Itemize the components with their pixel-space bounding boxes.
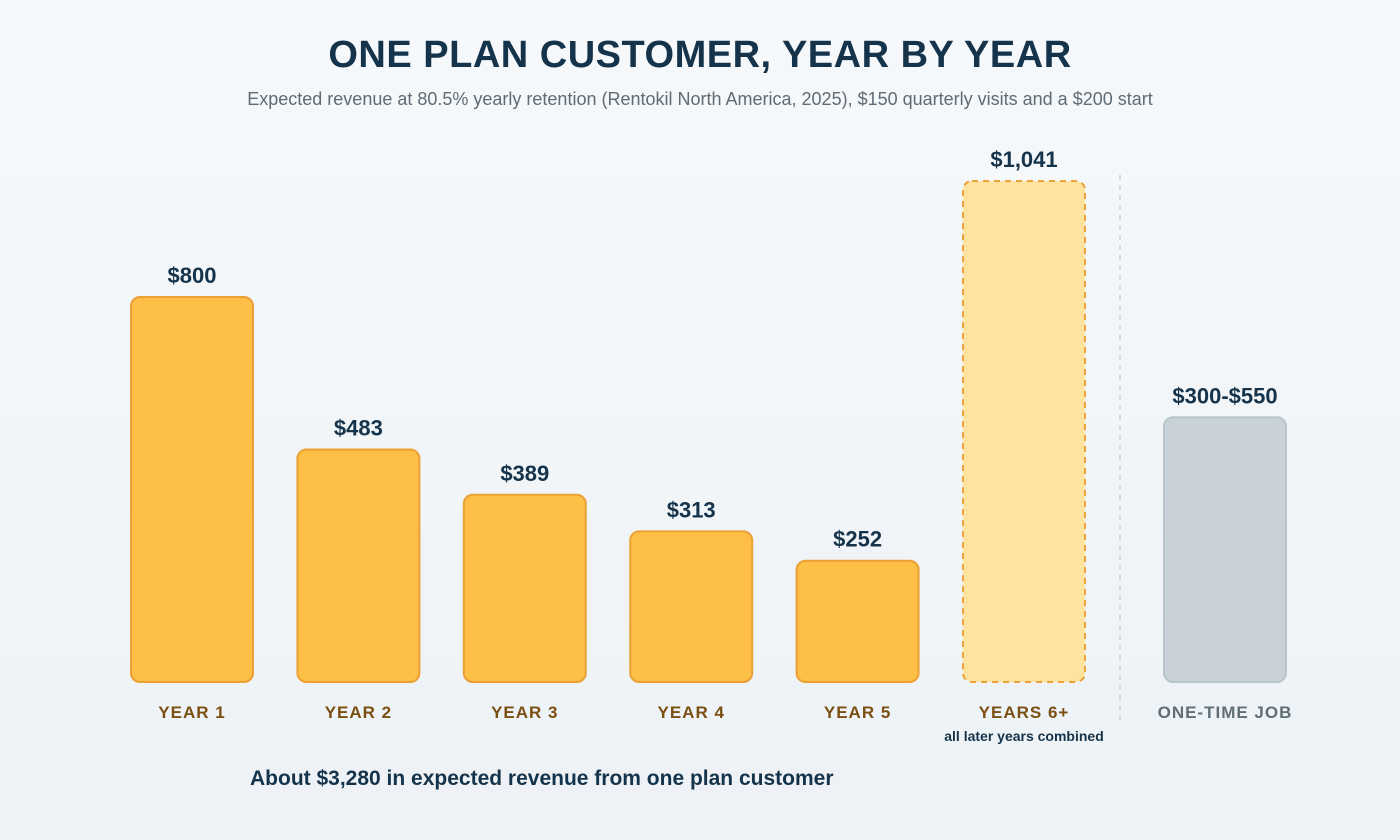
category-label-1: YEAR 1 xyxy=(158,703,225,722)
value-label-1: $800 xyxy=(168,263,217,288)
bar-6 xyxy=(962,180,1086,683)
category-label-3: YEAR 3 xyxy=(491,703,558,722)
chart-subtitle: Expected revenue at 80.5% yearly retenti… xyxy=(247,89,1153,109)
category-label-7: ONE-TIME JOB xyxy=(1158,703,1293,722)
value-label-5: $252 xyxy=(833,527,882,552)
bar-4 xyxy=(629,530,754,683)
category-label-6: YEARS 6+ xyxy=(979,703,1070,722)
bar-2 xyxy=(296,448,421,683)
category-label-5: YEAR 5 xyxy=(824,703,891,722)
value-label-2: $483 xyxy=(334,416,383,441)
bar-3 xyxy=(462,493,587,683)
category-label-2: YEAR 2 xyxy=(325,703,392,722)
category-sublabel-6: all later years combined xyxy=(944,728,1104,744)
category-label-4: YEAR 4 xyxy=(657,703,724,722)
bar-1 xyxy=(130,295,254,683)
value-label-7: $300-$550 xyxy=(1172,383,1277,408)
bar-7 xyxy=(1163,416,1287,683)
value-label-3: $389 xyxy=(500,461,549,486)
summary-footnote: About $3,280 in expected revenue from on… xyxy=(250,767,834,790)
bar-5 xyxy=(795,559,920,683)
chart-title: ONE PLAN CUSTOMER, YEAR BY YEAR xyxy=(328,34,1072,76)
value-label-4: $313 xyxy=(667,497,716,522)
value-label-6: $1,041 xyxy=(990,147,1057,172)
